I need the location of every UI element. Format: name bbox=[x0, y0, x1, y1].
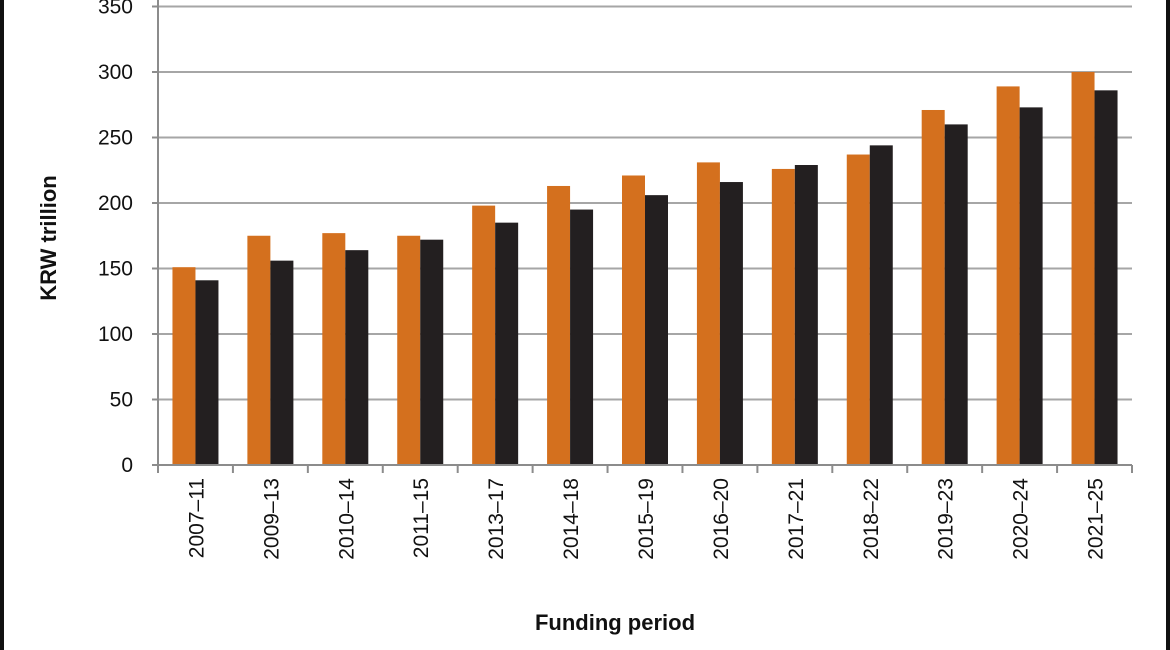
bar-series-2 bbox=[570, 209, 594, 465]
x-tick-label: 2013–17 bbox=[485, 478, 508, 560]
bar-series-2 bbox=[869, 145, 893, 466]
bar-series-1 bbox=[846, 154, 870, 465]
bars bbox=[172, 72, 1118, 466]
x-tick-label: 2019–23 bbox=[935, 478, 958, 560]
bar-series-2 bbox=[195, 280, 219, 465]
x-tick-label: 2011–15 bbox=[410, 478, 433, 558]
x-axis-title: Funding period bbox=[535, 610, 695, 635]
x-tick-label: 2014–18 bbox=[560, 478, 583, 560]
x-tick-label: 2021–25 bbox=[1085, 478, 1108, 560]
y-tick-label: 300 bbox=[98, 61, 133, 84]
bar-series-2 bbox=[420, 239, 444, 465]
bar-series-1 bbox=[696, 162, 720, 465]
x-tick-label: 2007–11 bbox=[185, 478, 208, 558]
bar-series-1 bbox=[322, 233, 346, 465]
bar-series-2 bbox=[1019, 107, 1043, 466]
bar-series-1 bbox=[1071, 72, 1095, 465]
x-tick-label: 2020–24 bbox=[1010, 478, 1033, 560]
y-tick-label: 150 bbox=[98, 258, 133, 281]
bar-series-2 bbox=[1094, 90, 1118, 465]
y-axis-title: KRW trillion bbox=[36, 175, 61, 300]
y-tick-label: 250 bbox=[98, 127, 133, 150]
bar-series-2 bbox=[645, 195, 668, 465]
axes bbox=[152, 0, 1133, 473]
bar-series-1 bbox=[996, 86, 1020, 465]
y-tick-label: 350 bbox=[98, 0, 133, 19]
y-tick-label: 100 bbox=[98, 323, 133, 346]
bar-series-2 bbox=[794, 165, 818, 465]
bar-series-1 bbox=[547, 185, 571, 465]
x-tick-label: 2009–13 bbox=[260, 478, 283, 560]
y-tick-label: 50 bbox=[110, 389, 133, 412]
bar-series-1 bbox=[172, 267, 196, 465]
x-tick-labels: 2007–11 2009–13 2010–14 2011–15 2013–17 2014–… bbox=[185, 478, 1107, 560]
y-tick-label: 200 bbox=[98, 192, 133, 215]
x-tick-label: 2015–19 bbox=[635, 478, 658, 560]
bar-series-2 bbox=[719, 182, 743, 466]
right-border bbox=[1166, 0, 1170, 650]
bar-series-1 bbox=[622, 175, 645, 466]
x-tick-label: 2010–14 bbox=[335, 478, 358, 560]
bar-series-1 bbox=[472, 205, 496, 465]
bar-series-2 bbox=[944, 124, 968, 466]
bar-series-1 bbox=[247, 235, 271, 465]
y-tick-label: 0 bbox=[121, 454, 133, 477]
left-border bbox=[0, 0, 4, 650]
y-tick-labels: 0 50 100 150 200 250 300 350 bbox=[98, 0, 133, 477]
x-tick-label: 2016–20 bbox=[710, 478, 733, 560]
bar-series-1 bbox=[921, 109, 945, 466]
x-tick-label: 2017–21 bbox=[785, 478, 808, 560]
bar-series-1 bbox=[771, 168, 795, 465]
bar-series-2 bbox=[270, 260, 294, 465]
bar-series-1 bbox=[397, 235, 421, 465]
bar-series-2 bbox=[345, 250, 369, 465]
x-tick-label: 2018–22 bbox=[860, 478, 883, 560]
bar-series-2 bbox=[495, 222, 519, 465]
